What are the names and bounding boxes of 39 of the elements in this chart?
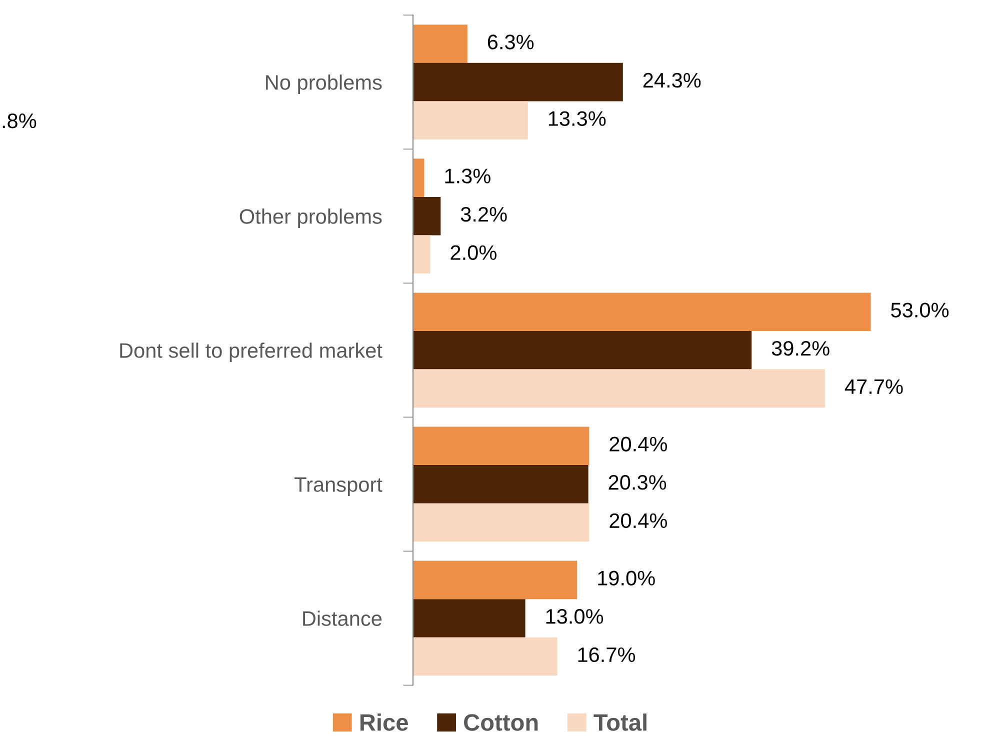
bar (413, 330, 752, 370)
legend-label: Rice (360, 714, 408, 731)
y-tick-label: Distance (303, 610, 382, 626)
bar (413, 465, 588, 504)
data-label: 19.0% (598, 570, 655, 586)
data-label: 6.3% (488, 34, 534, 50)
bar (413, 62, 623, 102)
bar (413, 599, 526, 638)
y-tick-label: Other problems (240, 208, 382, 228)
data-label: 13.0% (546, 609, 604, 624)
y-tick-label: Dont sell to preferred market (120, 342, 382, 362)
bar (413, 369, 826, 408)
data-label: 13.3% (548, 111, 606, 126)
bar (413, 637, 558, 676)
bar (413, 292, 871, 331)
data-label: 53.0% (891, 302, 949, 318)
bar (413, 158, 424, 197)
bar (413, 560, 578, 600)
data-label: 20.4% (610, 436, 667, 452)
legend-label: Cotton (464, 714, 538, 731)
text: .8% (2, 113, 36, 128)
data-label: 39.2% (772, 340, 830, 356)
bar (413, 426, 590, 466)
bar (413, 503, 590, 542)
data-label: 20.4% (610, 513, 667, 528)
y-tick-label: No problems (266, 74, 382, 94)
data-label: 2.0% (450, 245, 496, 260)
y-tick-label: Transport (294, 477, 382, 496)
bar (413, 235, 430, 274)
legend-label: Total (594, 714, 646, 731)
data-label: 20.3% (608, 475, 666, 490)
data-label: 47.7% (844, 379, 903, 394)
data-label: 16.7% (578, 647, 636, 662)
data-label: 1.3% (445, 168, 490, 184)
bar (413, 101, 528, 140)
data-label: 3.2% (460, 206, 507, 222)
bar (413, 24, 468, 63)
bar (413, 196, 441, 236)
data-label: 24.3% (643, 72, 701, 88)
